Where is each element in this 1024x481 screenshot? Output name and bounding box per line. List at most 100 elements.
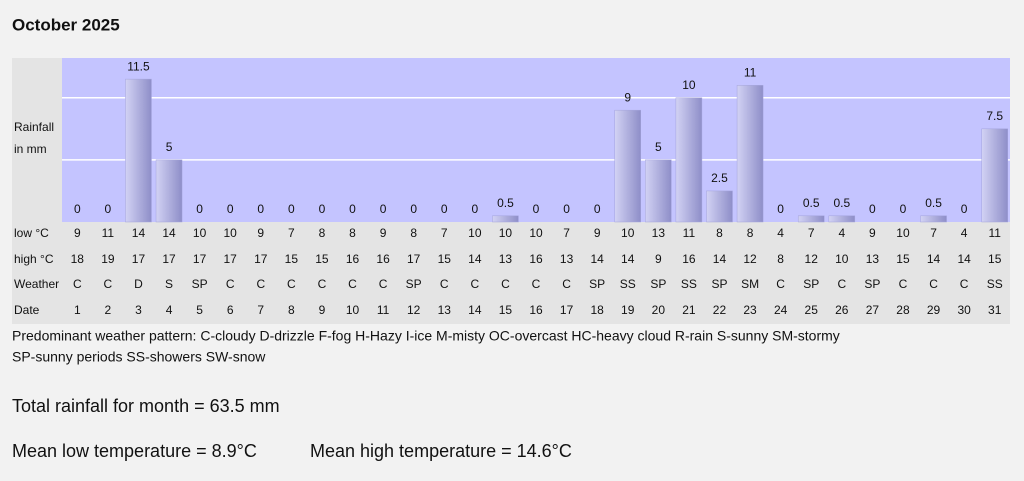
row-cell: 12 [805, 252, 819, 266]
row-cell: SM [741, 277, 759, 291]
row-cell: C [837, 277, 846, 291]
row-cell: 8 [349, 226, 356, 240]
value-label: 0 [349, 202, 356, 216]
bar [492, 215, 519, 223]
row-cell: 19 [101, 252, 115, 266]
row-cell: 9 [380, 226, 387, 240]
row-cell: 16 [682, 252, 696, 266]
date-cell: 19 [621, 303, 635, 317]
row-cell: 10 [224, 226, 238, 240]
bar [675, 97, 703, 223]
value-label: 0.5 [497, 196, 514, 210]
date-cell: 24 [774, 303, 788, 317]
mean-low: Mean low temperature = 8.9°C [12, 441, 257, 461]
value-label: 0 [196, 202, 203, 216]
row-cell: 7 [808, 226, 815, 240]
row-cell: 10 [193, 226, 207, 240]
row-cell: 15 [438, 252, 452, 266]
y-axis-label: in mm [14, 142, 47, 156]
date-cell: 30 [957, 303, 971, 317]
row-cell: 9 [74, 226, 81, 240]
row-cell: 7 [930, 226, 937, 240]
row-cell: 13 [866, 252, 880, 266]
date-cell: 11 [377, 303, 390, 317]
value-label: 0 [410, 202, 417, 216]
date-cell: 2 [105, 303, 112, 317]
row-cell: 17 [224, 252, 238, 266]
value-label: 9 [624, 90, 631, 104]
row-cell: 13 [560, 252, 574, 266]
row-cell: 9 [257, 226, 264, 240]
value-label: 0 [441, 202, 448, 216]
row-cell: C [776, 277, 785, 291]
bar [706, 190, 733, 223]
bar [797, 215, 825, 223]
row-cell: SP [406, 277, 422, 291]
row-label: Weather [14, 277, 59, 291]
row-cell: SP [803, 277, 819, 291]
row-cell: SP [589, 277, 605, 291]
row-cell: C [73, 277, 82, 291]
bar [125, 78, 152, 223]
date-cell: 5 [196, 303, 203, 317]
legend-note: SP-sunny periods SS-showers SW-snow [12, 349, 266, 365]
mean-high: Mean high temperature = 14.6°C [310, 441, 572, 461]
value-label: 11.5 [127, 59, 150, 73]
value-label: 0 [257, 202, 264, 216]
row-cell: 4 [777, 226, 784, 240]
bar [736, 85, 764, 223]
row-cell: 10 [468, 226, 482, 240]
value-label: 11 [744, 66, 757, 80]
date-cell: 3 [135, 303, 142, 317]
row-cell: C [899, 277, 908, 291]
row-cell: C [348, 277, 357, 291]
row-cell: 13 [499, 252, 513, 266]
bar [981, 128, 1008, 223]
row-cell: D [134, 277, 143, 291]
value-label: 0 [900, 202, 907, 216]
value-label: 5 [166, 140, 173, 154]
date-cell: 8 [288, 303, 295, 317]
row-cell: 10 [529, 226, 543, 240]
date-cell: 18 [590, 303, 604, 317]
date-cell: 10 [346, 303, 360, 317]
date-cell: 12 [407, 303, 421, 317]
row-cell: 8 [410, 226, 417, 240]
row-cell: 15 [988, 252, 1002, 266]
row-cell: C [929, 277, 938, 291]
row-cell: 11 [102, 226, 115, 240]
row-cell: 17 [254, 252, 268, 266]
value-label: 0 [563, 202, 570, 216]
row-label: high °C [14, 252, 54, 266]
row-cell: SS [987, 277, 1003, 291]
value-label: 2.5 [711, 171, 728, 185]
bar [155, 159, 183, 223]
row-cell: C [501, 277, 510, 291]
date-cell: 31 [988, 303, 1002, 317]
value-label: 0.5 [803, 196, 820, 210]
date-cell: 4 [166, 303, 173, 317]
value-label: 5 [655, 140, 662, 154]
row-cell: SS [620, 277, 636, 291]
date-cell: 7 [257, 303, 264, 317]
row-cell: 15 [896, 252, 910, 266]
value-label: 0.5 [833, 196, 850, 210]
date-cell: 23 [743, 303, 757, 317]
date-cell: 16 [529, 303, 543, 317]
row-cell: 10 [621, 226, 635, 240]
date-cell: 15 [499, 303, 513, 317]
row-cell: 12 [743, 252, 757, 266]
row-cell: C [960, 277, 969, 291]
row-cell: 9 [655, 252, 662, 266]
value-label: 0 [777, 202, 784, 216]
row-cell: 10 [896, 226, 910, 240]
bar [828, 215, 856, 223]
value-label: 0 [594, 202, 601, 216]
row-label: Date [14, 303, 40, 317]
value-label: 10 [682, 78, 696, 92]
row-cell: 7 [563, 226, 570, 240]
value-label: 0 [227, 202, 234, 216]
plot-area [62, 58, 1010, 222]
row-cell: C [104, 277, 113, 291]
